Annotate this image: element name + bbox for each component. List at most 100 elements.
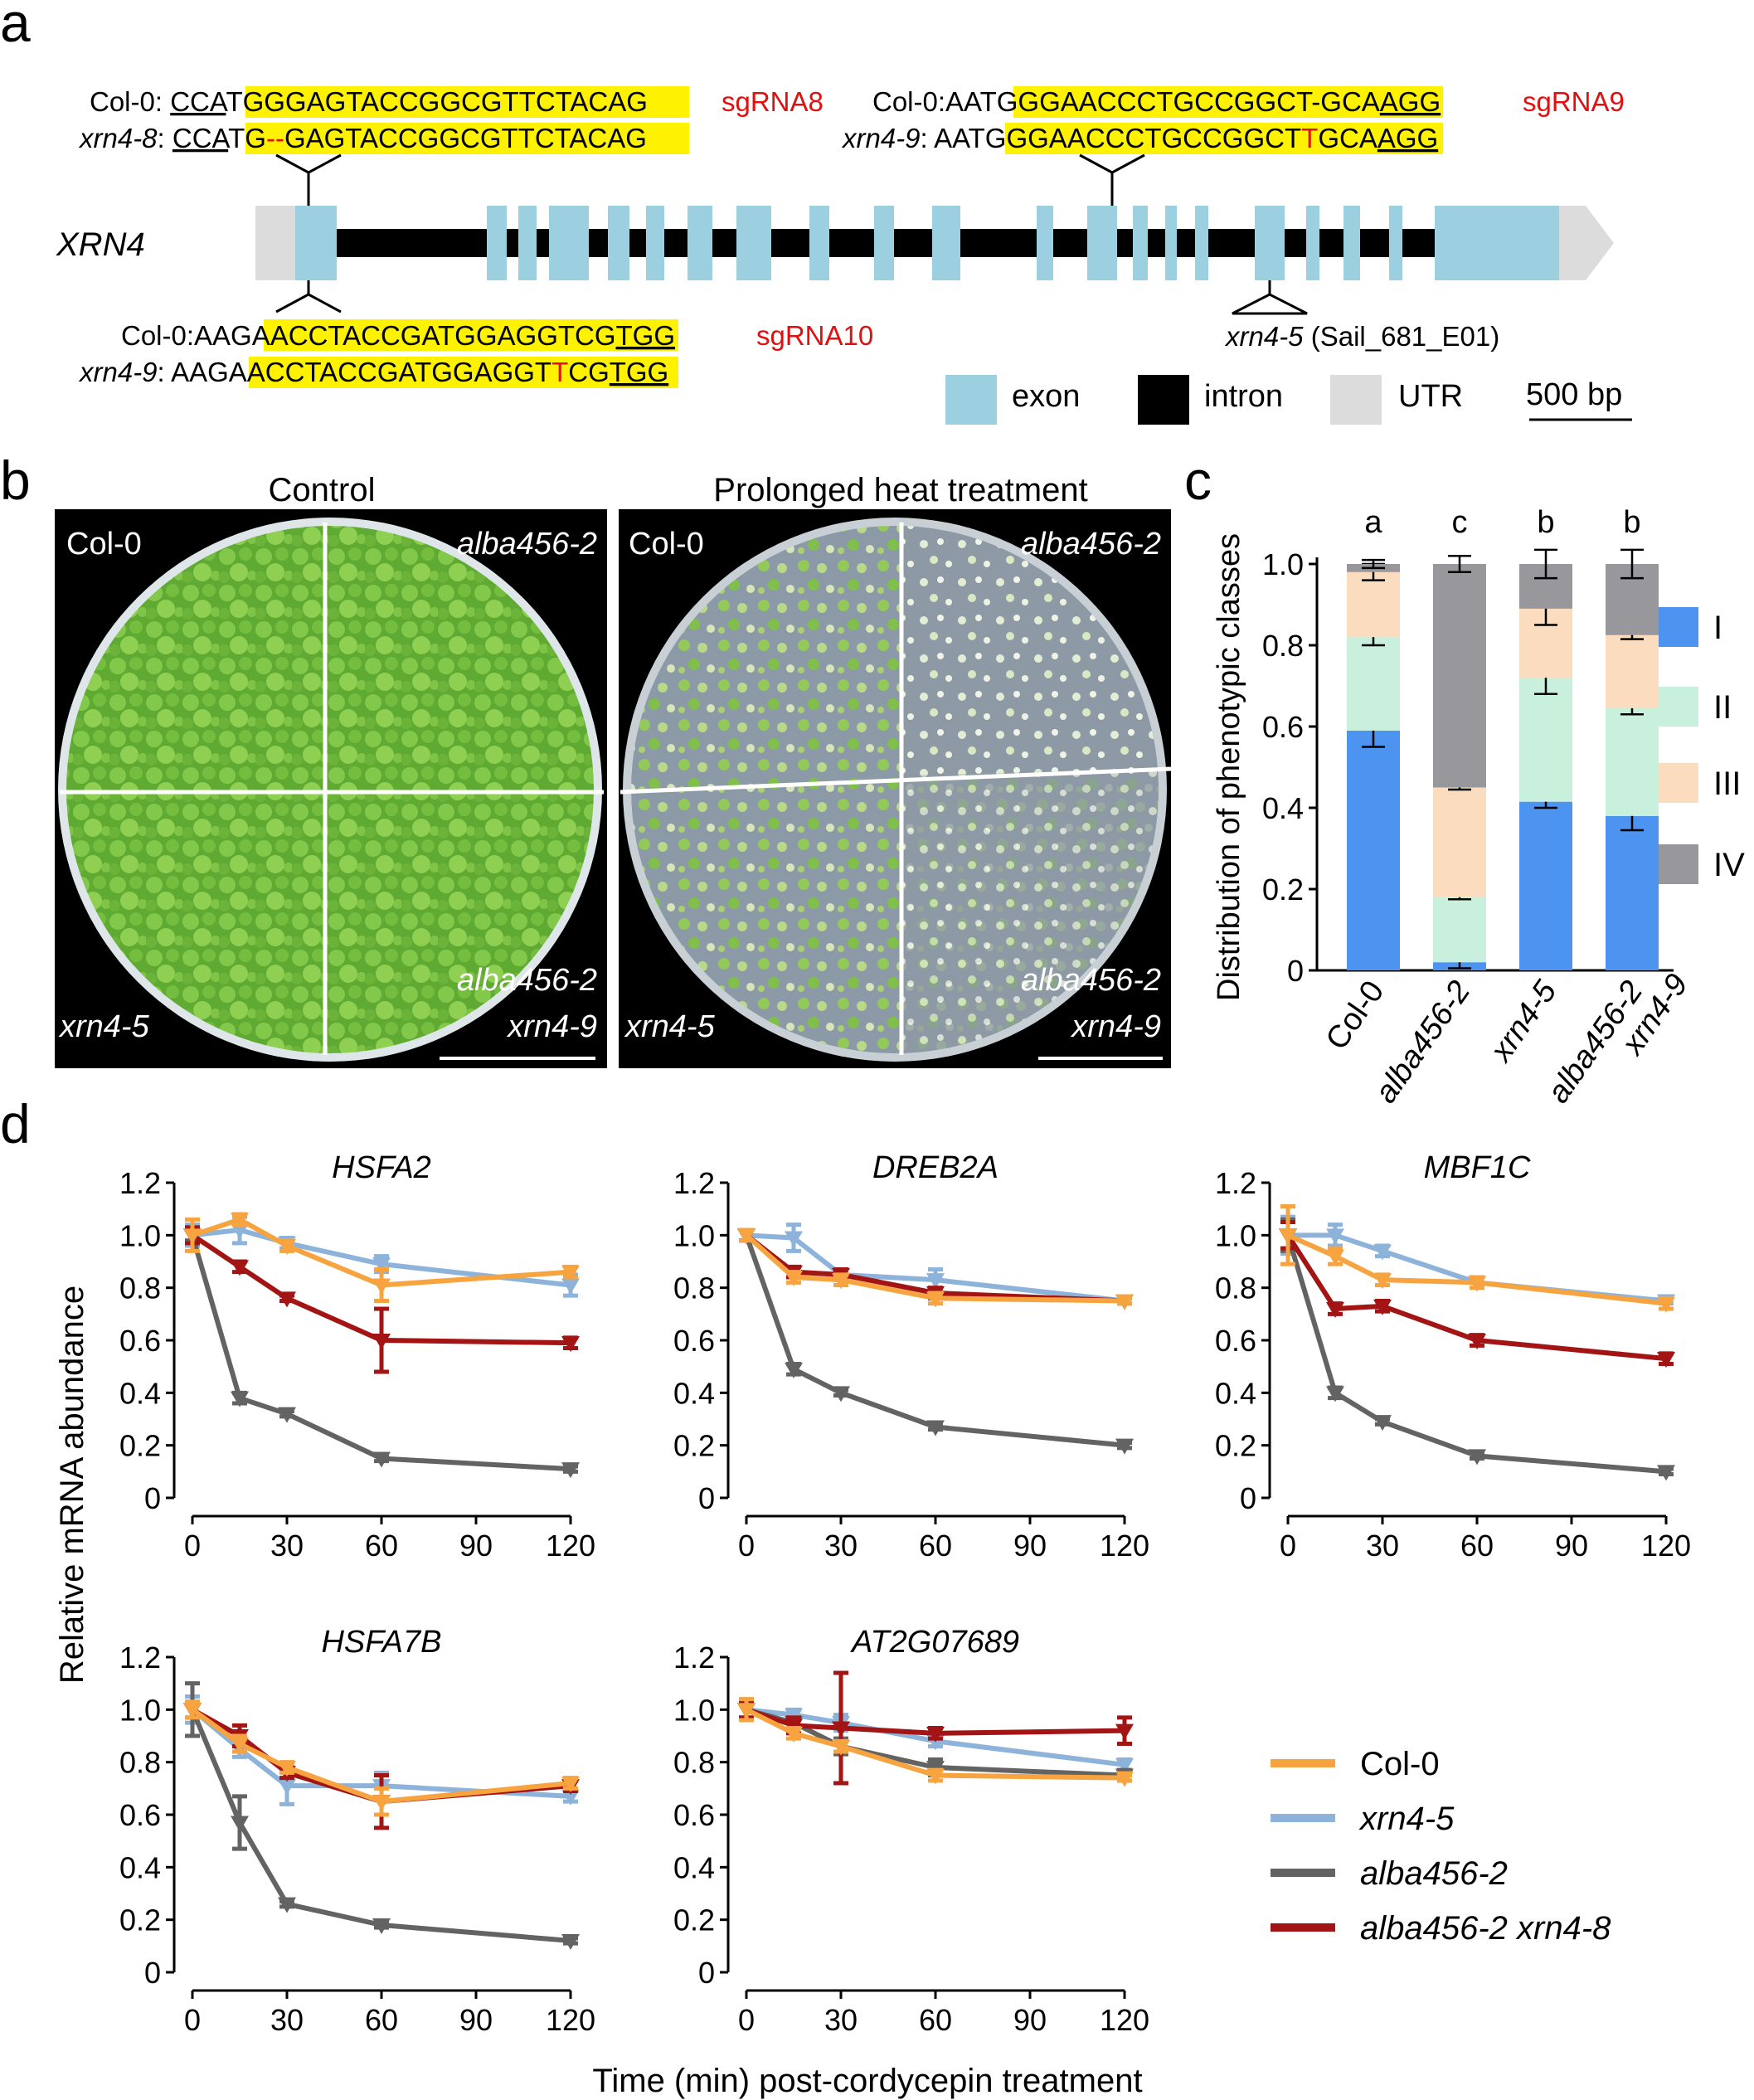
d-data-point	[832, 1273, 850, 1290]
d-x-tick-label: 60	[919, 2003, 952, 2037]
c-bar-segment-II	[1433, 897, 1486, 963]
d-data-point	[183, 1228, 202, 1245]
phenotype-stacked-bar-chart: 0 0.2 0.4 0.6 0.8 1.0 Distribution of phenotyp…	[1212, 505, 1745, 1110]
d-data-point	[926, 1768, 945, 1785]
d-data-point	[785, 1271, 803, 1286]
gene-label: XRN4	[56, 226, 145, 263]
sgrna9-seq-col0: Col-0:AATGGGAACCCTGCCGGCT-GCAAGG	[872, 86, 1441, 117]
exon	[646, 206, 664, 280]
d-x-tick-label: 0	[738, 2003, 755, 2037]
d-chart-title: MBF1C	[1424, 1150, 1531, 1185]
d-x-tick-label: 120	[1100, 1529, 1149, 1563]
exon	[688, 206, 712, 280]
d-data-point	[1373, 1415, 1392, 1432]
c-bar-segment-III	[1347, 571, 1400, 638]
c-y-axis-title: Distribution of phenotypic classes	[1212, 533, 1246, 1001]
d-data-point	[1468, 1334, 1486, 1349]
d-y-tick-label: 0	[698, 1956, 715, 1990]
d-data-point	[278, 1239, 296, 1255]
exon	[809, 206, 829, 280]
d-data-point	[372, 1278, 391, 1295]
exon	[1255, 206, 1285, 280]
d-legend-label: xrn4-5	[1358, 1801, 1455, 1837]
sgrna9-seq-xrn4-9: xrn4-9: AATGGGAACCCTGCCGGCTTGCAAGG	[841, 123, 1438, 153]
c-bar-segment-I	[1606, 815, 1659, 970]
d-y-tick-label: 1.0	[673, 1218, 715, 1252]
d-y-tick-label: 0.8	[119, 1746, 161, 1780]
d-data-point	[561, 1934, 580, 1950]
intron-swatch	[1138, 375, 1189, 425]
d-data-point	[1373, 1273, 1392, 1290]
d-x-tick-label: 30	[270, 2003, 304, 2037]
c-legend-label: II	[1713, 689, 1732, 726]
c-y-tick-label: 0	[1287, 954, 1304, 988]
d-data-point	[372, 1257, 391, 1274]
intron-backbone	[290, 229, 1435, 257]
sgrna10-seq-xrn4-9: xrn4-9: AAGAACCTACCGATGGAGGTTCGTGG	[78, 357, 668, 387]
d-data-point	[1373, 1244, 1392, 1261]
d-x-axis-title: Time (min) post-cordycepin treatment	[592, 2063, 1142, 2099]
d-data-point	[278, 1897, 296, 1913]
exon-legend-label: exon	[1012, 379, 1080, 414]
exon	[932, 206, 960, 280]
d-y-tick-label: 0.6	[673, 1798, 715, 1832]
d-data-point	[372, 1918, 391, 1934]
exon-swatch	[945, 375, 997, 425]
d-y-tick-label: 0.2	[119, 1429, 161, 1463]
scale-bar-label: 500 bp	[1526, 377, 1622, 412]
d-x-tick-label: 90	[1013, 2003, 1047, 2037]
d-x-tick-label: 90	[1013, 1529, 1047, 1563]
d-x-tick-label: 120	[1100, 2003, 1149, 2037]
c-legend-swatch-IV	[1659, 844, 1698, 884]
d-data-point	[1326, 1302, 1344, 1318]
chart-hsfa7b: 0 0.2 0.4 0.6 0.8 1.0 1.2 0 30 60 90 120 HSFA7B	[119, 1625, 595, 2037]
control-label-xrn4-5: xrn4-5	[58, 1009, 150, 1044]
tdna-insertion-marker	[1232, 293, 1308, 315]
c-y-tick-label: 0.2	[1262, 873, 1304, 907]
d-data-point	[278, 1761, 296, 1777]
c-legend-swatch-I	[1659, 607, 1698, 647]
d-data-point	[1373, 1299, 1392, 1315]
c-category-label: Col-0	[1319, 975, 1391, 1056]
d-y-tick-label: 1.2	[119, 1641, 161, 1675]
d-data-point	[278, 1291, 296, 1308]
d-data-point	[785, 1726, 803, 1743]
exon	[1195, 206, 1208, 280]
panel-letter-d: d	[0, 1093, 31, 1155]
d-x-tick-label: 30	[824, 1529, 858, 1563]
d-x-tick-label: 30	[1366, 1529, 1399, 1563]
sgrna8-label: sgRNA8	[722, 86, 824, 117]
d-data-point	[231, 1816, 249, 1832]
d-y-tick-label: 0.4	[119, 1850, 161, 1884]
d-x-tick-label: 0	[184, 1529, 201, 1563]
d-y-tick-label: 0.6	[119, 1798, 161, 1832]
utr-3prime	[1559, 206, 1614, 280]
d-data-point	[1468, 1276, 1486, 1292]
d-data-point	[278, 1407, 296, 1423]
d-data-point	[231, 1737, 249, 1753]
exon	[608, 206, 629, 280]
d-x-tick-label: 60	[1460, 1529, 1494, 1563]
c-significance-letter: b	[1537, 505, 1554, 540]
d-y-tick-label: 0.6	[119, 1324, 161, 1358]
control-plate-photo: Col-0 alba456-2 xrn4-5 alba456-2 xrn4-9	[55, 509, 607, 1068]
sgrna8-block: Col-0: CCATGGGAGTACCGGCGTTCTACAG sgRNA8 …	[78, 86, 824, 154]
exon	[518, 206, 537, 280]
exon	[736, 206, 771, 280]
d-data-point	[278, 1779, 296, 1796]
d-data-point	[1657, 1465, 1675, 1481]
d-x-tick-label: 120	[546, 1529, 595, 1563]
d-data-point	[561, 1789, 580, 1806]
d-y-tick-label: 0.4	[673, 1376, 715, 1410]
d-y-tick-label: 0.4	[673, 1850, 715, 1884]
d-y-tick-label: 0.6	[673, 1324, 715, 1358]
d-data-point	[926, 1291, 945, 1308]
exon	[1087, 206, 1117, 280]
heat-label-double-1: alba456-2	[1021, 963, 1161, 998]
d-legend-label: alba456-2	[1360, 1855, 1508, 1892]
c-bar-segment-I	[1519, 801, 1572, 970]
d-data-point	[832, 1386, 850, 1402]
d-y-tick-label: 0	[144, 1956, 161, 1990]
c-bar-segment-II	[1519, 678, 1572, 802]
d-data-point	[785, 1362, 803, 1378]
